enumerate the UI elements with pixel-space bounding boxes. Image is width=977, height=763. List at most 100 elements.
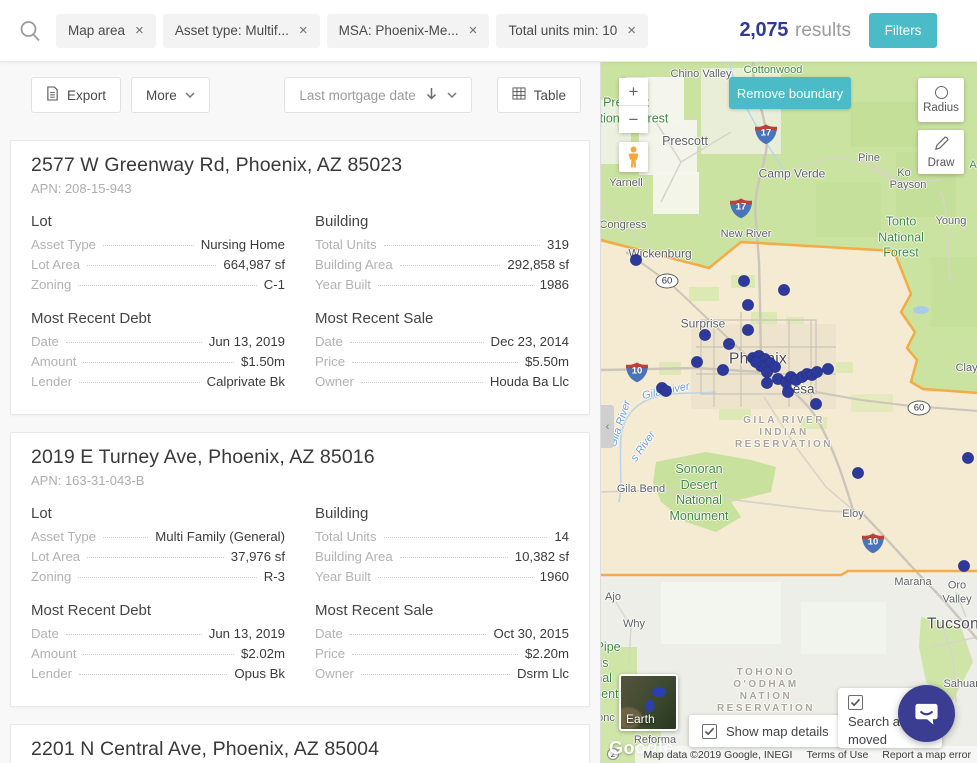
field-value: Calprivate Bk	[206, 374, 285, 389]
section-title: Building	[315, 505, 369, 522]
field-row: Year Built 1986	[315, 277, 569, 297]
filter-chip-msa[interactable]: MSA: Phoenix-Me... ×	[326, 13, 490, 48]
filter-chip-label: Asset type: Multif...	[174, 23, 289, 38]
property-marker[interactable]	[782, 386, 794, 398]
results-word: results	[795, 20, 851, 41]
filter-chip-asset-type[interactable]: Asset type: Multif... ×	[162, 13, 320, 48]
chat-bubble-icon	[915, 703, 938, 725]
filter-chip-total-units[interactable]: Total units min: 10 ×	[496, 13, 649, 48]
field-value: $1.50m	[241, 354, 285, 369]
more-button[interactable]: More	[131, 77, 210, 113]
property-marker[interactable]	[742, 299, 754, 311]
property-marker[interactable]	[630, 254, 642, 266]
leader-dots	[78, 285, 257, 286]
property-card[interactable]: 2201 N Central Ave, Phoenix, AZ 85004APN…	[10, 724, 590, 763]
property-marker[interactable]	[761, 377, 773, 389]
property-marker[interactable]	[822, 363, 834, 375]
field-label: Total Units	[315, 237, 377, 252]
field-row: Asset Type Nursing Home	[31, 237, 285, 257]
field-row: Date Jun 13, 2019	[31, 334, 285, 354]
card-section: Lot Asset Type Nursing Home Lot Area 664,987…	[31, 213, 285, 297]
sort-direction-icon[interactable]	[426, 87, 437, 103]
field-label: Owner	[315, 666, 354, 681]
zoom-in-button[interactable]: +	[619, 78, 648, 105]
field-label: Zoning	[31, 569, 72, 584]
field-row: Year Built 1960	[315, 569, 569, 589]
property-markers-layer	[630, 254, 974, 572]
leader-dots	[83, 362, 234, 363]
field-label: Amount	[31, 354, 77, 369]
leader-dots	[79, 382, 200, 383]
property-marker[interactable]	[750, 356, 762, 368]
property-marker[interactable]	[852, 467, 864, 479]
property-marker[interactable]	[761, 366, 773, 378]
table-icon	[512, 87, 526, 103]
export-button[interactable]: Export	[31, 77, 122, 113]
checkbox-checked-icon[interactable]	[848, 695, 863, 710]
property-marker[interactable]	[778, 284, 790, 296]
remove-filter-icon[interactable]: ×	[468, 22, 478, 39]
map-canvas[interactable]: Chino ValleyPrescott National ForestCott…	[600, 62, 977, 763]
property-card[interactable]: 2019 E Turney Ave, Phoenix, AZ 85016 APN:…	[10, 432, 590, 707]
leader-dots	[65, 634, 202, 635]
more-label: More	[146, 87, 177, 103]
field-row: Owner Dsrm Llc	[315, 666, 569, 686]
export-label: Export	[67, 87, 107, 103]
search-as-moved-label: Search as moved	[848, 714, 907, 747]
collapse-panel-handle[interactable]: ‹	[601, 405, 614, 448]
card-section: Building Total Units 14 Building Area 10,382…	[315, 505, 569, 589]
property-card[interactable]: 2577 W Greenway Rd, Phoenix, AZ 85023 APN…	[10, 140, 590, 415]
field-value: 10,382 sf	[514, 549, 569, 564]
draw-label: Draw	[927, 156, 955, 169]
property-marker[interactable]	[811, 366, 823, 378]
leader-dots	[65, 342, 202, 343]
property-marker[interactable]	[810, 398, 822, 410]
remove-filter-icon[interactable]: ×	[627, 22, 637, 39]
property-marker[interactable]	[962, 452, 974, 464]
checkbox-checked-icon[interactable]	[702, 723, 717, 739]
remove-boundary-button[interactable]: Remove boundary	[729, 77, 851, 109]
property-marker[interactable]	[660, 385, 672, 397]
property-marker[interactable]	[958, 560, 970, 572]
filter-chip-map-area[interactable]: Map area ×	[56, 13, 156, 48]
field-row: Lot Area 664,987 sf	[31, 257, 285, 277]
property-marker[interactable]	[699, 329, 711, 341]
pencil-icon	[934, 135, 949, 154]
terms-of-use-link[interactable]: Terms of Use	[806, 748, 869, 761]
field-row: Price $2.20m	[315, 646, 569, 666]
property-marker[interactable]	[691, 356, 703, 368]
list-toolbar: Export More Last mortgage date Table	[0, 62, 600, 113]
remove-filter-icon[interactable]: ×	[298, 22, 308, 39]
field-value: 1986	[539, 277, 569, 292]
earth-view-toggle[interactable]: Earth	[619, 674, 678, 731]
search-icon[interactable]	[18, 19, 42, 43]
chevron-down-icon	[185, 92, 195, 98]
chat-widget-button[interactable]	[898, 685, 955, 742]
field-label: Total Units	[315, 529, 377, 544]
street-view-pegman[interactable]	[619, 142, 648, 172]
field-row: Asset Type Multi Family (General)	[31, 529, 285, 549]
table-view-button[interactable]: Table	[496, 77, 581, 113]
remove-filter-icon[interactable]: ×	[135, 22, 144, 39]
leader-dots	[103, 245, 194, 246]
property-marker[interactable]	[742, 324, 754, 336]
radius-tool-button[interactable]: Radius	[918, 78, 964, 122]
zoom-out-button[interactable]: −	[619, 106, 648, 133]
leader-dots	[83, 654, 234, 655]
property-marker[interactable]	[723, 338, 735, 350]
field-label: Date	[315, 626, 343, 641]
draw-tool-button[interactable]: Draw	[918, 130, 964, 174]
report-map-error-link[interactable]: Report a map error	[882, 748, 971, 761]
property-marker[interactable]	[738, 275, 750, 287]
leader-dots	[349, 342, 484, 343]
field-value: Jun 13, 2019	[208, 626, 285, 641]
filters-button[interactable]: Filters	[869, 13, 937, 48]
field-value: 37,976 sf	[230, 549, 285, 564]
property-marker[interactable]	[717, 364, 729, 376]
field-row: Amount $2.02m	[31, 646, 285, 666]
section-title: Most Recent Debt	[31, 310, 152, 327]
field-value: Dsrm Llc	[516, 666, 569, 681]
sort-dropdown[interactable]: Last mortgage date	[284, 77, 472, 113]
show-map-details-toggle[interactable]: Show map details	[689, 715, 842, 747]
